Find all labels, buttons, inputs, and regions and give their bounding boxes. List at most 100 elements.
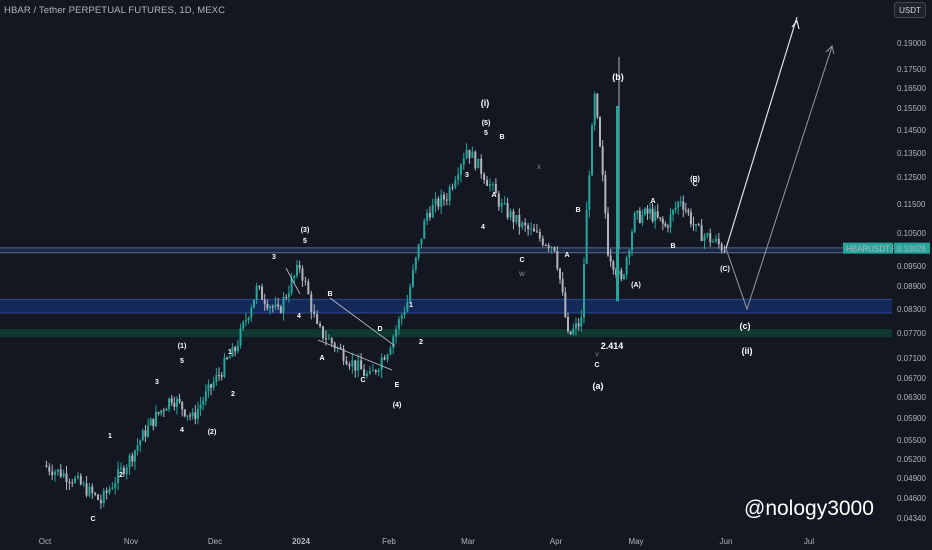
wave-label-minor: 3 — [465, 172, 469, 179]
candle-body — [656, 211, 659, 218]
candle-body — [409, 286, 412, 302]
candle-body — [697, 224, 700, 226]
candle-body — [585, 209, 588, 265]
price-tick-label: 0.08900 — [897, 282, 926, 291]
candle-body — [149, 418, 152, 426]
candle-body — [125, 467, 128, 475]
candle-body — [664, 223, 667, 227]
candle-body — [239, 328, 242, 346]
candle-body — [377, 369, 380, 372]
candle-body — [298, 264, 301, 269]
candle-body — [712, 241, 715, 243]
candle-body — [194, 412, 197, 419]
wedge-line — [329, 297, 396, 347]
candle-body — [255, 286, 258, 300]
candle-body — [383, 357, 386, 360]
currency-button[interactable]: USDT — [894, 2, 926, 18]
price-axis: 0.19000 0.17500 0.16500 0.15500 0.14500 0.135… — [843, 0, 932, 550]
candle-body — [183, 409, 186, 417]
candle-body — [486, 180, 489, 186]
candle-body — [374, 370, 377, 372]
candle-body — [392, 336, 395, 348]
time-tick-label: Dec — [208, 537, 222, 546]
candle-body — [465, 149, 468, 159]
price-tick-label: 0.08300 — [897, 305, 926, 314]
candle-body — [236, 345, 239, 352]
candle-body — [434, 198, 437, 205]
candle-body — [423, 220, 426, 239]
candle-body — [287, 293, 290, 298]
candle-body — [215, 374, 218, 382]
wave-label-grey: X — [537, 165, 541, 171]
candle-body — [178, 398, 181, 402]
wave-label: (5) — [482, 120, 491, 127]
candle-body — [631, 232, 633, 251]
candle-body — [445, 199, 448, 201]
candle-body — [79, 475, 82, 485]
candle-body — [443, 194, 446, 200]
candle-body — [397, 319, 400, 329]
wave-label-minor: 5 — [303, 238, 307, 245]
projection-arrow-alt — [725, 46, 833, 311]
candle-body — [68, 482, 71, 484]
wave-label-minor: D — [377, 326, 382, 333]
candle-body — [48, 466, 51, 472]
price-tick-label: 0.12500 — [897, 173, 926, 182]
candle-body — [535, 231, 538, 233]
candle-body — [661, 218, 664, 224]
candle-body — [330, 338, 333, 344]
candle-body — [604, 174, 607, 214]
candle-body — [322, 326, 324, 339]
wave-label-minor: E — [395, 382, 400, 389]
candle-body — [503, 202, 506, 204]
wave-label: (ii) — [742, 346, 753, 356]
candle-body — [567, 316, 569, 332]
wave-labels: C 1 2 3 4 5 1 2 3 4 5 A B C D E 1 2 3 4 5 B A C B A C A B C W X Y (i) (ii)… — [90, 72, 752, 523]
candle-body — [154, 412, 157, 427]
candle-body — [596, 93, 599, 118]
candle-body — [114, 483, 117, 488]
price-tag-label: 0.10026 — [897, 245, 926, 254]
symbol-tag — [843, 242, 893, 254]
candle-body — [141, 430, 144, 441]
wave-label-minor: B — [670, 243, 675, 250]
wave-label-minor: 3 — [155, 379, 159, 386]
candle-body — [360, 360, 363, 370]
support-zone-green — [0, 329, 892, 338]
candle-body — [45, 465, 48, 467]
candle-body — [220, 375, 223, 377]
candle-body — [572, 328, 575, 335]
candle-body — [395, 328, 398, 337]
candle-body — [420, 238, 423, 245]
candle-body — [577, 323, 580, 327]
wave-label-minor: C — [519, 257, 524, 264]
wave-label-minor: 2 — [119, 472, 123, 479]
candle-body — [723, 250, 726, 253]
price-tick-label: 0.11500 — [897, 200, 926, 209]
price-tick-label: 0.10500 — [897, 229, 926, 238]
time-tick-label: Mar — [461, 537, 475, 546]
candle-body — [56, 469, 59, 472]
candle-body — [553, 246, 556, 252]
wave-label-minor: C — [90, 516, 95, 523]
wave-label-minor: 1 — [108, 433, 112, 440]
candle-body — [646, 208, 649, 214]
candle-body — [471, 151, 474, 158]
candle-body — [457, 174, 460, 181]
candle-body — [628, 250, 631, 258]
candle-body — [274, 304, 277, 308]
candle-body — [128, 455, 131, 468]
candle-body — [426, 212, 429, 221]
candle-body — [414, 257, 417, 270]
candle-body — [313, 311, 316, 314]
candle-body — [62, 473, 65, 477]
candle-body — [428, 212, 431, 218]
wave-label-minor: 4 — [180, 427, 184, 434]
candle-body — [244, 320, 247, 322]
time-tick-label: Oct — [39, 537, 52, 546]
price-tick-label: 0.07100 — [897, 354, 926, 363]
candle-body — [583, 264, 585, 318]
candle-body — [547, 245, 550, 248]
candle-body — [223, 357, 226, 377]
